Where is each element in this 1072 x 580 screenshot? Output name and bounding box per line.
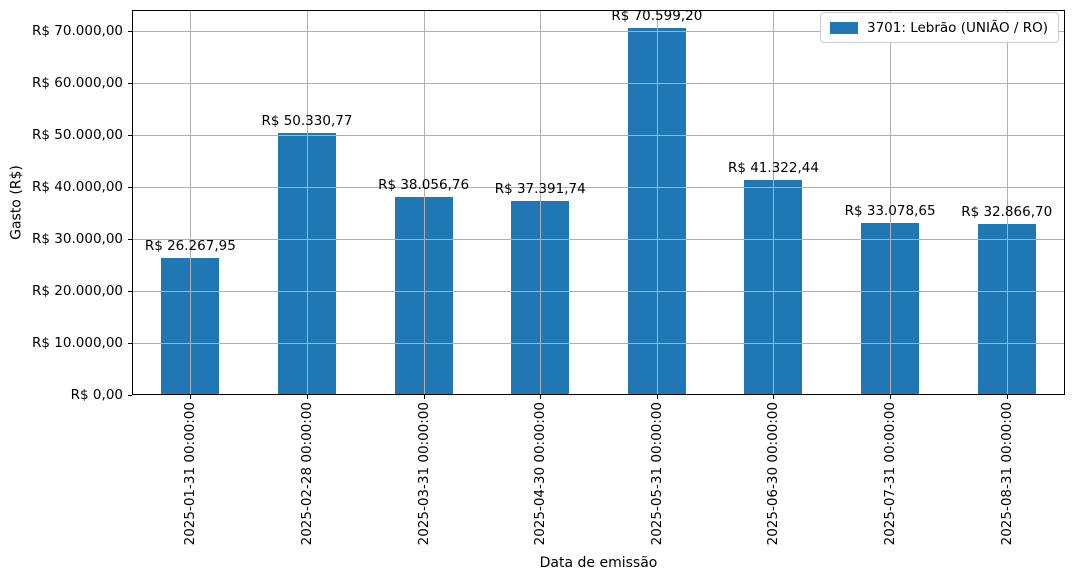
y-tick-mark: [128, 187, 132, 188]
y-tick-mark: [128, 291, 132, 292]
x-tick-label: 2025-06-30 00:00:00: [765, 402, 781, 546]
bar-value-label: R$ 37.391,74: [494, 180, 586, 197]
bar-value-label: R$ 38.056,76: [378, 177, 470, 194]
bar-value-label: R$ 70.599,20: [611, 7, 703, 24]
bar: [394, 197, 453, 395]
h-gridline: [132, 239, 1065, 240]
x-tick-mark: [424, 395, 425, 399]
bar: [977, 224, 1036, 395]
v-gridline: [307, 10, 308, 395]
bar-value-label: R$ 41.322,44: [727, 160, 819, 177]
x-tick-mark: [773, 395, 774, 399]
bar-value-label: R$ 33.078,65: [844, 202, 936, 219]
h-gridline: [132, 343, 1065, 344]
y-tick-label: R$ 30.000,00: [32, 231, 123, 247]
y-tick-mark: [128, 31, 132, 32]
y-tick-mark: [128, 83, 132, 84]
v-gridline: [1007, 10, 1008, 395]
legend: 3701: Lebrão (UNIÃO / RO): [820, 12, 1059, 43]
h-gridline: [132, 291, 1065, 292]
h-gridline: [132, 31, 1065, 32]
v-gridline: [773, 10, 774, 395]
x-tick-label: 2025-04-30 00:00:00: [532, 402, 548, 546]
y-tick-mark: [128, 135, 132, 136]
x-tick-mark: [1007, 395, 1008, 399]
y-tick-label: R$ 40.000,00: [32, 179, 123, 195]
bar-value-label: R$ 26.267,95: [144, 238, 236, 255]
y-tick-label: R$ 10.000,00: [32, 335, 123, 351]
x-tick-mark: [190, 395, 191, 399]
h-gridline: [132, 135, 1065, 136]
x-tick-mark: [890, 395, 891, 399]
h-gridline: [132, 187, 1065, 188]
y-tick-mark: [128, 239, 132, 240]
x-tick-label: 2025-02-28 00:00:00: [299, 402, 315, 546]
y-tick-mark: [128, 395, 132, 396]
y-tick-label: R$ 60.000,00: [32, 75, 123, 91]
legend-swatch: [830, 21, 858, 34]
v-gridline: [657, 10, 658, 395]
bar-value-label: R$ 50.330,77: [261, 113, 353, 130]
v-gridline: [190, 10, 191, 395]
v-gridline: [540, 10, 541, 395]
legend-series-label: 3701: Lebrão (UNIÃO / RO): [867, 19, 1048, 36]
bar-value-label: R$ 32.866,70: [961, 204, 1053, 221]
v-gridline: [424, 10, 425, 395]
x-tick-mark: [307, 395, 308, 399]
h-gridline: [132, 83, 1065, 84]
x-tick-label: 2025-05-31 00:00:00: [649, 402, 665, 546]
x-tick-mark: [540, 395, 541, 399]
x-tick-label: 2025-07-31 00:00:00: [882, 402, 898, 546]
x-tick-label: 2025-08-31 00:00:00: [999, 402, 1015, 546]
v-gridline: [890, 10, 891, 395]
y-tick-label: R$ 20.000,00: [32, 283, 123, 299]
y-tick-label: R$ 50.000,00: [32, 127, 123, 143]
bar: [627, 27, 686, 395]
y-tick-mark: [128, 343, 132, 344]
bar: [277, 133, 336, 395]
x-tick-label: 2025-03-31 00:00:00: [416, 402, 432, 546]
x-tick-label: 2025-01-31 00:00:00: [182, 402, 198, 546]
x-tick-mark: [657, 395, 658, 399]
y-tick-label: R$ 70.000,00: [32, 23, 123, 39]
y-tick-label: R$ 0,00: [70, 387, 123, 403]
x-axis-title: Data de emissão: [539, 555, 658, 571]
